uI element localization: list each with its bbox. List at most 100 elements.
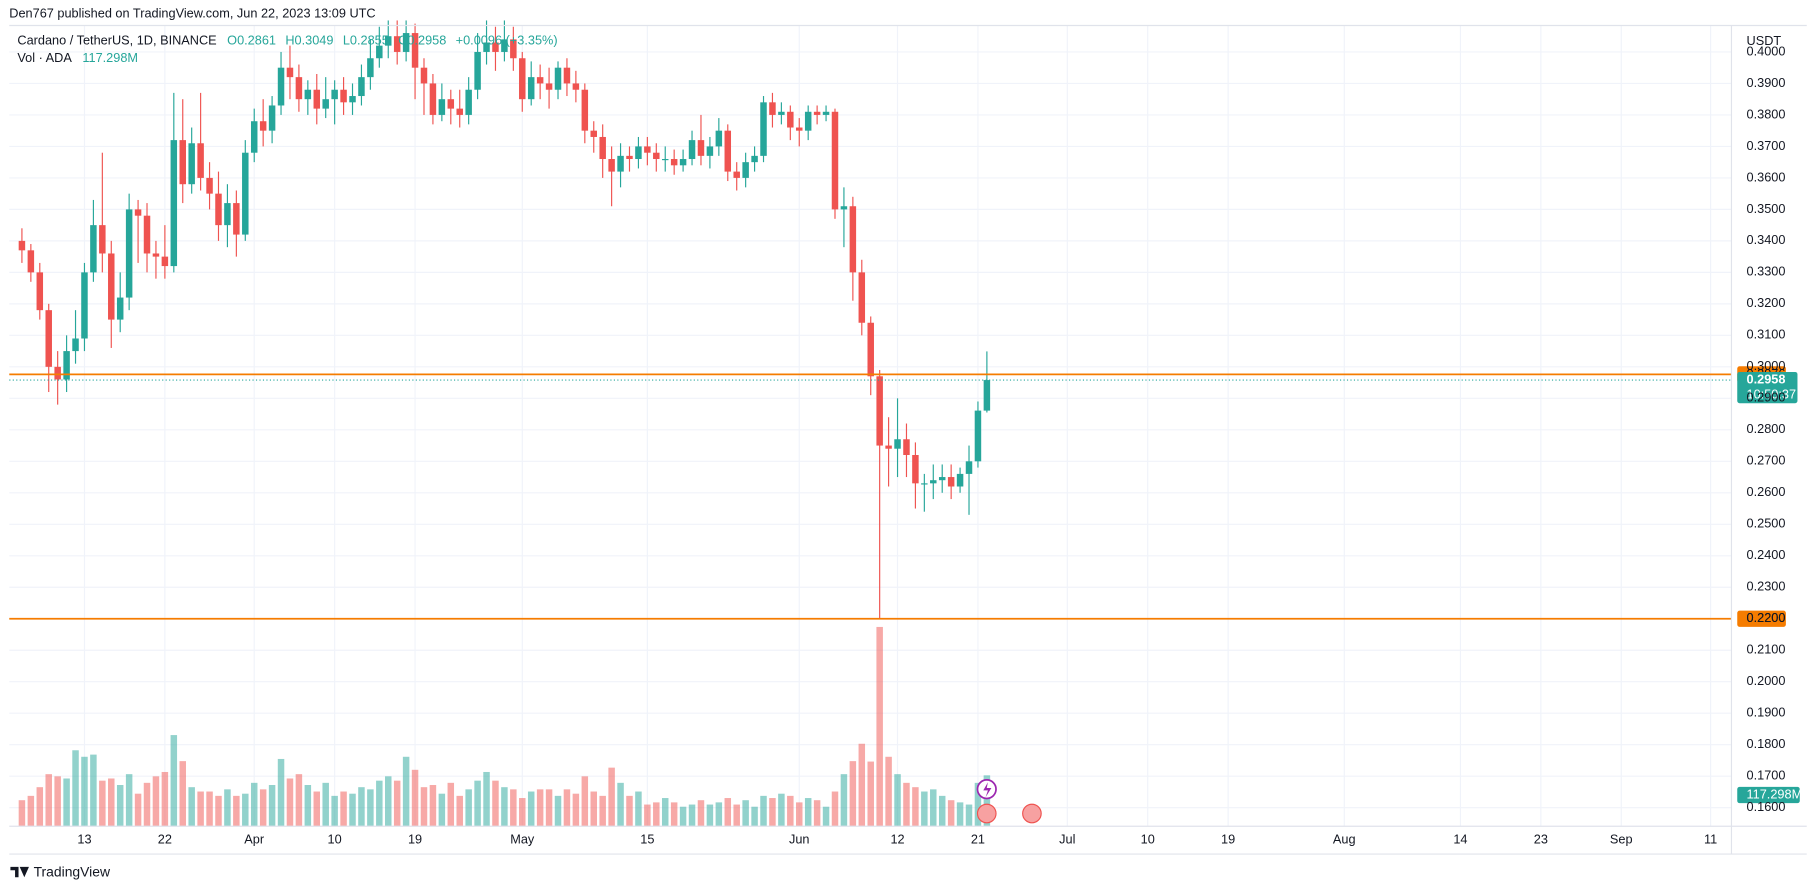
y-tick-label: 0.1800 — [1747, 736, 1786, 751]
candle-body — [358, 77, 365, 97]
candle-body — [626, 155, 633, 160]
volume-bar — [385, 776, 392, 827]
candle-body — [259, 121, 267, 131]
volume-bar — [152, 776, 160, 827]
candle-body — [45, 310, 52, 367]
volume-bar — [18, 800, 26, 827]
candle-body — [188, 143, 195, 185]
volume-bar — [590, 791, 597, 827]
candle-body — [760, 102, 767, 156]
candle-body — [545, 83, 553, 90]
volume-bar — [108, 778, 115, 827]
y-tick-label: 0.1600 — [1747, 799, 1786, 814]
candle-body — [438, 99, 446, 115]
x-tick-label: 14 — [1453, 832, 1467, 847]
ohlc: O0.2861 — [227, 33, 276, 48]
volume-bar — [411, 769, 419, 827]
candle-body — [18, 240, 26, 251]
candle-body — [831, 111, 839, 210]
candle-body — [331, 89, 338, 100]
candle-body — [581, 89, 589, 131]
candle-body — [947, 477, 955, 487]
candle-body — [420, 67, 428, 84]
candle-body — [840, 206, 848, 210]
candle-body — [572, 83, 580, 90]
icon — [1022, 803, 1042, 824]
x-tick-label: Apr — [244, 832, 265, 847]
volume-bar — [215, 795, 222, 827]
volume-bar — [179, 761, 186, 827]
candle-body — [340, 89, 347, 103]
volume-bar — [27, 795, 35, 827]
candle-body — [179, 140, 186, 185]
candle-body — [590, 130, 597, 137]
candle-body — [277, 67, 285, 106]
candle-body — [706, 146, 714, 156]
candle-body — [134, 209, 142, 216]
volume-bar — [420, 787, 428, 827]
candle-body — [393, 36, 401, 52]
volume-bar — [688, 804, 696, 827]
volume-bar — [447, 782, 455, 827]
candle-body — [751, 155, 758, 163]
y-tick-label: 0.4000 — [1747, 43, 1786, 58]
candle-body — [152, 253, 160, 257]
candle-body — [599, 136, 606, 160]
volume-pane — [18, 626, 991, 827]
volume-bar — [188, 787, 195, 827]
volume-legend: Vol · ADA 117.298M — [17, 50, 138, 65]
candle-body — [456, 108, 463, 115]
volume-bar — [867, 761, 874, 827]
x-tick-label: 12 — [890, 832, 904, 847]
volume-bar — [921, 791, 928, 827]
candle-body — [304, 89, 312, 100]
volume-bar — [644, 804, 651, 827]
candle-body — [778, 111, 785, 115]
y-tick-label: 0.3400 — [1747, 232, 1786, 247]
candle-body — [295, 77, 303, 100]
volume-bar — [849, 761, 857, 827]
candles — [18, 20, 991, 619]
candle-body — [233, 203, 240, 235]
candle-body — [769, 102, 776, 115]
y-tick-label: 0.3000 — [1747, 358, 1786, 373]
volume-bar — [724, 798, 732, 827]
volume-bar — [885, 756, 892, 827]
volume-bar — [197, 791, 204, 827]
candle-body — [653, 152, 660, 160]
volume-label: 117.298M — [1747, 786, 1803, 801]
candle-body — [429, 83, 437, 115]
volume-bar — [438, 793, 446, 827]
volume-bar — [626, 795, 633, 827]
volume-bar — [760, 795, 767, 827]
x-tick-label: Sep — [1610, 832, 1633, 847]
ohlc: C0.2958 — [398, 33, 446, 48]
candle-body — [974, 410, 982, 462]
volume-bar — [608, 767, 615, 827]
volume-bar — [474, 780, 481, 827]
candle-body — [983, 380, 991, 411]
candle-body — [510, 39, 517, 59]
x-tick-label: Jul — [1059, 832, 1075, 847]
candle-body — [36, 272, 44, 311]
candle-body — [876, 376, 883, 446]
logo — [10, 866, 29, 878]
volume-bar — [804, 798, 812, 827]
candle-body — [903, 439, 910, 456]
candle-body — [787, 111, 794, 128]
candle-body — [411, 33, 419, 68]
candle-body — [733, 171, 740, 178]
y-tick-label: 0.3900 — [1747, 75, 1786, 90]
volume-bar — [822, 806, 830, 827]
y-tick-label: 0.3100 — [1747, 327, 1786, 342]
volume-bar — [796, 802, 803, 827]
candle-body — [242, 152, 249, 235]
candle-body — [661, 159, 669, 161]
volume-bar — [143, 782, 151, 827]
volume-bar — [161, 771, 169, 827]
volume-bar — [54, 776, 61, 827]
candle-body — [27, 250, 35, 273]
publisher: Den767 published on TradingView.com, Jun… — [9, 5, 375, 20]
y-tick-label: 0.3700 — [1747, 138, 1786, 153]
candle-body — [90, 225, 97, 273]
